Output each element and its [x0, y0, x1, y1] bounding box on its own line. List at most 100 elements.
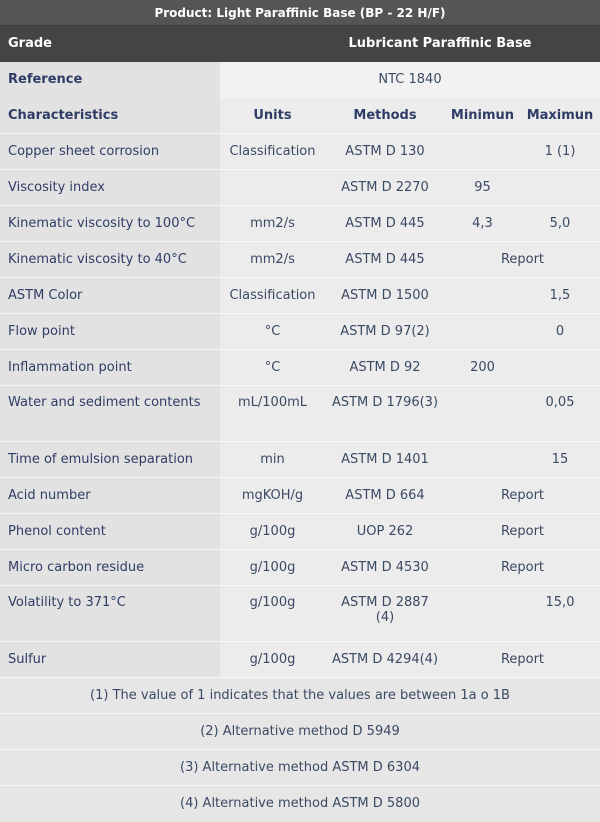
table-row: Acid number mgKOH/g ASTM D 664 Report — [0, 477, 600, 514]
characteristic-cell: Phenol content — [0, 513, 220, 550]
method-cell: ASTM D 130 — [325, 133, 445, 170]
method-cell: ASTM D 1796(3) — [325, 385, 445, 442]
characteristic-cell: Volatility to 371°C — [0, 585, 220, 642]
characteristic-cell: Flow point — [0, 313, 220, 350]
characteristic-cell: Micro carbon residue — [0, 549, 220, 586]
maximum-cell: 0 — [520, 313, 600, 350]
units-cell: °C — [220, 349, 325, 386]
minimum-cell: 95 — [445, 169, 520, 206]
table-row: Copper sheet corrosion Classification ASTM… — [0, 133, 600, 170]
footnote-text: (1) The value of 1 indicates that the va… — [0, 677, 600, 714]
report-cell: Report — [445, 549, 600, 586]
footnote-row: (4) Alternative method ASTM D 5800 — [0, 785, 600, 822]
minimum-cell — [445, 441, 520, 478]
table-row: Sulfur g/100g ASTM D 4294(4) Report — [0, 641, 600, 678]
maximum-cell: 0,05 — [520, 385, 600, 442]
units-cell: Classification — [220, 277, 325, 314]
report-cell: Report — [445, 641, 600, 678]
characteristic-cell: Kinematic viscosity to 40°C — [0, 241, 220, 278]
minimum-cell: 4,3 — [445, 205, 520, 242]
characteristic-cell: Copper sheet corrosion — [0, 133, 220, 170]
units-cell: °C — [220, 313, 325, 350]
table-row: Kinematic viscosity to 100°C mm2/s ASTM D … — [0, 205, 600, 242]
method-cell: ASTM D 445 — [325, 241, 445, 278]
table-row: ASTM Color Classification ASTM D 1500 1,5 — [0, 277, 600, 314]
units-cell: g/100g — [220, 513, 325, 550]
minimum-cell — [445, 385, 520, 442]
minimum-cell — [445, 133, 520, 170]
maximum-cell: 1,5 — [520, 277, 600, 314]
characteristic-cell: Time of emulsion separation — [0, 441, 220, 478]
report-cell: Report — [445, 513, 600, 550]
table-row: Time of emulsion separation min ASTM D 140… — [0, 441, 600, 478]
method-cell: ASTM D 1500 — [325, 277, 445, 314]
method-cell: ASTM D 97(2) — [325, 313, 445, 350]
report-cell: Report — [445, 477, 600, 514]
units-cell: mm2/s — [220, 241, 325, 278]
method-cell: ASTM D 4530 — [325, 549, 445, 586]
footnote-text: (2) Alternative method D 5949 — [0, 713, 600, 750]
table-row: Micro carbon residue g/100g ASTM D 4530 Rep… — [0, 549, 600, 586]
report-cell: Report — [445, 241, 600, 278]
footnote-row: (2) Alternative method D 5949 — [0, 713, 600, 750]
table-row: Inflammation point °C ASTM D 92 200 — [0, 349, 600, 386]
reference-row: Reference NTC 1840 — [0, 61, 600, 98]
grade-value: Lubricant Paraffinic Base — [220, 25, 600, 62]
table-row: Viscosity index ASTM D 2270 95 — [0, 169, 600, 206]
product-title: Product: Light Paraffinic Base (BP - 22 … — [0, 0, 600, 25]
header-units: Units — [220, 97, 325, 134]
minimum-cell — [445, 277, 520, 314]
units-cell: g/100g — [220, 549, 325, 586]
minimum-cell — [445, 585, 520, 642]
maximum-cell: 5,0 — [520, 205, 600, 242]
characteristic-cell: Acid number — [0, 477, 220, 514]
method-cell: ASTM D 664 — [325, 477, 445, 514]
grade-row: Grade Lubricant Paraffinic Base — [0, 25, 600, 62]
units-cell: mgKOH/g — [220, 477, 325, 514]
maximum-cell — [520, 169, 600, 206]
method-cell: ASTM D 92 — [325, 349, 445, 386]
units-cell: mL/100mL — [220, 385, 325, 442]
method-cell: ASTM D 1401 — [325, 441, 445, 478]
footnote-text: (4) Alternative method ASTM D 5800 — [0, 785, 600, 822]
column-header-row: Characteristics Units Methods Minimun Ma… — [0, 97, 600, 134]
maximum-cell: 15,0 — [520, 585, 600, 642]
units-cell — [220, 169, 325, 206]
spec-table: Grade Lubricant Paraffinic Base Referenc… — [0, 25, 600, 822]
footnote-row: (1) The value of 1 indicates that the va… — [0, 677, 600, 714]
characteristic-cell: Inflammation point — [0, 349, 220, 386]
maximum-cell — [520, 349, 600, 386]
units-cell: g/100g — [220, 641, 325, 678]
table-row: Phenol content g/100g UOP 262 Report — [0, 513, 600, 550]
header-methods: Methods — [325, 97, 445, 134]
characteristic-cell: Kinematic viscosity to 100°C — [0, 205, 220, 242]
table-row: Kinematic viscosity to 40°C mm2/s ASTM D 4… — [0, 241, 600, 278]
method-cell: UOP 262 — [325, 513, 445, 550]
footnote-text: (3) Alternative method ASTM D 6304 — [0, 749, 600, 786]
method-cell: ASTM D 2887 (4) — [325, 585, 445, 642]
table-row: Volatility to 371°C g/100g ASTM D 2887 (4)… — [0, 585, 600, 642]
maximum-cell: 1 (1) — [520, 133, 600, 170]
units-cell: g/100g — [220, 585, 325, 642]
reference-label: Reference — [0, 61, 220, 98]
table-row: Flow point °C ASTM D 97(2) 0 — [0, 313, 600, 350]
method-cell: ASTM D 445 — [325, 205, 445, 242]
minimum-cell — [445, 313, 520, 350]
characteristic-cell: Sulfur — [0, 641, 220, 678]
method-cell: ASTM D 2270 — [325, 169, 445, 206]
header-characteristics: Characteristics — [0, 97, 220, 134]
reference-value: NTC 1840 — [220, 61, 600, 98]
footnote-row: (3) Alternative method ASTM D 6304 — [0, 749, 600, 786]
minimum-cell: 200 — [445, 349, 520, 386]
units-cell: min — [220, 441, 325, 478]
units-cell: mm2/s — [220, 205, 325, 242]
maximum-cell: 15 — [520, 441, 600, 478]
method-cell: ASTM D 4294(4) — [325, 641, 445, 678]
header-minimum: Minimun — [445, 97, 520, 134]
header-maximum: Maximun — [520, 97, 600, 134]
grade-label: Grade — [0, 25, 220, 62]
units-cell: Classification — [220, 133, 325, 170]
table-row: Water and sediment contents mL/100mL ASTM … — [0, 385, 600, 442]
characteristic-cell: ASTM Color — [0, 277, 220, 314]
characteristic-cell: Water and sediment contents — [0, 385, 220, 442]
